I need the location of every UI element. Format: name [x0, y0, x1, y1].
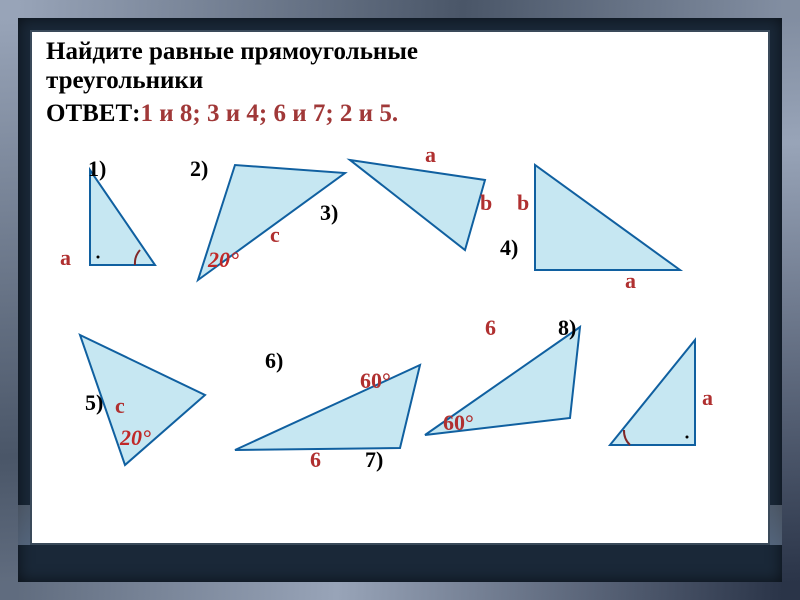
- triangle-3-num: 3): [320, 200, 338, 226]
- triangle-6-angle: 60°: [360, 368, 391, 394]
- triangle-7-angle: 60°: [443, 410, 474, 436]
- triangle-2-hyp-c: c: [270, 222, 280, 248]
- triangle-8: [600, 330, 710, 465]
- triangle-2-angle: 20°: [208, 247, 239, 273]
- slide-title: Найдите равные прямоугольные треугольник…: [46, 38, 754, 96]
- triangle-6-side: 6: [310, 447, 321, 473]
- triangle-4-side-a: a: [625, 268, 636, 294]
- diagram-stage: 1) a 2) c 20° 3) a b 4) b a: [30, 150, 770, 545]
- triangle-7-num: 7): [365, 447, 383, 473]
- slide-content: Найдите равные прямоугольные треугольник…: [30, 30, 770, 545]
- triangle-4-num: 4): [500, 235, 518, 261]
- title-line-1: Найдите равные прямоугольные: [46, 38, 418, 65]
- triangle-4: [520, 155, 690, 290]
- triangle-8-num: 8): [558, 315, 576, 341]
- triangle-5-num: 5): [85, 390, 103, 416]
- triangle-3-side-a: a: [425, 142, 436, 168]
- answer-row: ОТВЕТ:1 и 8; 3 и 4; 6 и 7; 2 и 5.: [46, 100, 754, 128]
- title-line-2: треугольники: [46, 67, 203, 94]
- triangle-8-side-a: a: [702, 385, 713, 411]
- triangle-4-side-b: b: [517, 190, 529, 216]
- answer-label: ОТВЕТ:: [46, 100, 140, 127]
- triangle-5-hyp-c: c: [115, 393, 125, 419]
- triangle-6: [225, 340, 435, 465]
- triangle-3: [340, 150, 500, 265]
- triangle-7-side: 6: [485, 315, 496, 341]
- triangle-2-num: 2): [190, 156, 208, 182]
- triangle-5-angle: 20°: [120, 425, 151, 451]
- triangle-1-side-a: a: [60, 245, 71, 271]
- triangle-1-num: 1): [88, 156, 106, 182]
- triangle-6-num: 6): [265, 348, 283, 374]
- triangle-3-side-b: b: [480, 190, 492, 216]
- answer-text: 1 и 8; 3 и 4; 6 и 7; 2 и 5.: [140, 100, 398, 127]
